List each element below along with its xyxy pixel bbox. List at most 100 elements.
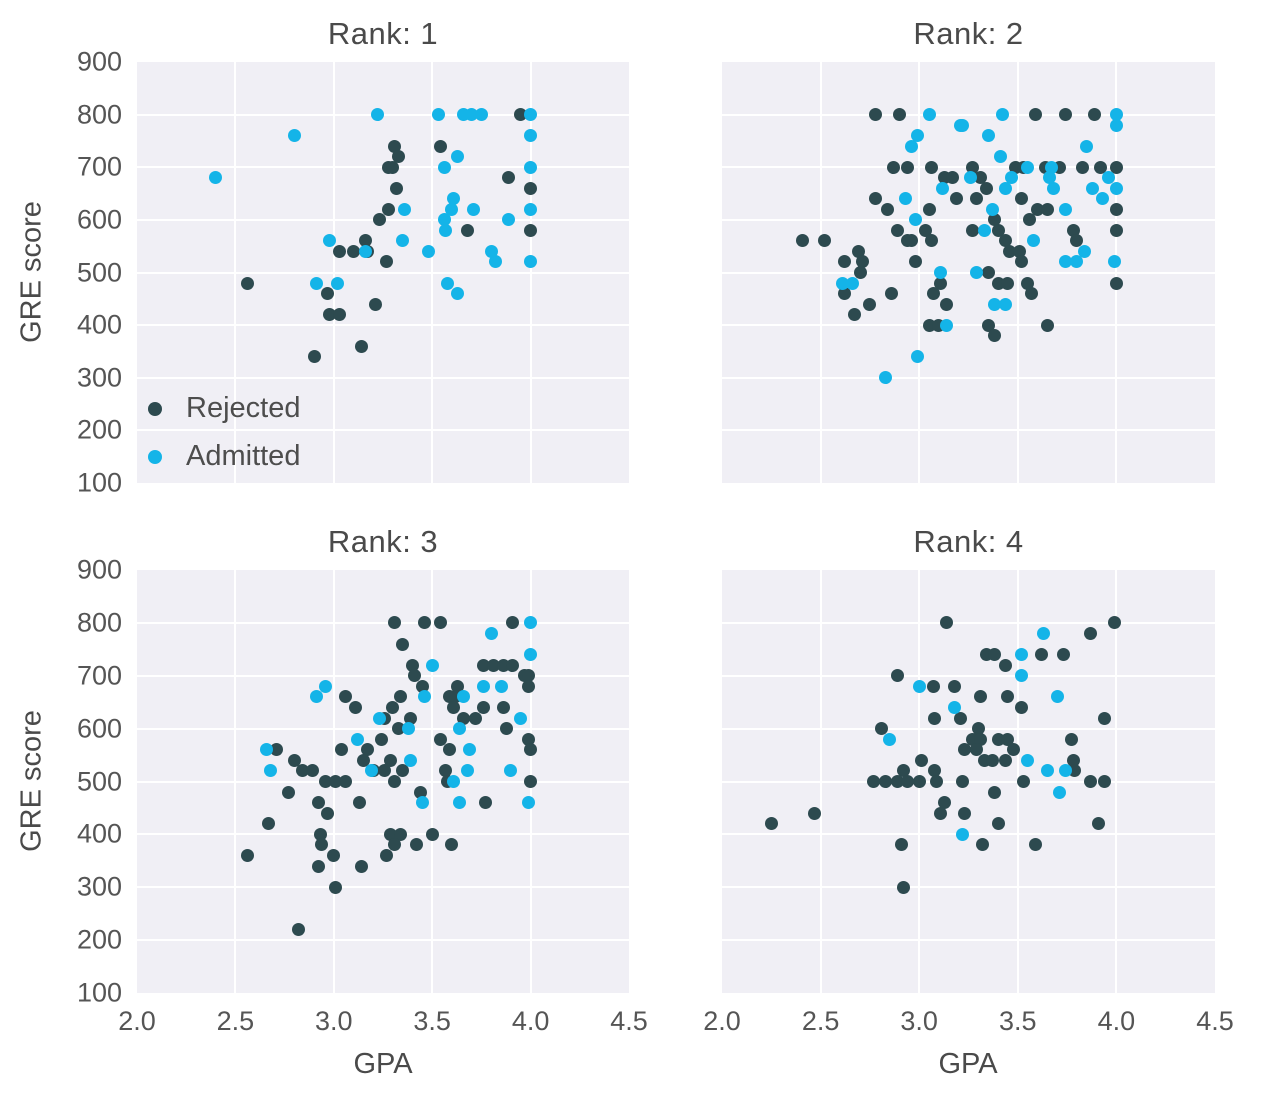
data-point-admitted xyxy=(912,679,926,693)
data-point-rejected xyxy=(999,658,1013,672)
y-tick-label: 500 xyxy=(76,766,122,796)
y-tick-label: 800 xyxy=(76,607,122,638)
y-tick-label: 800 xyxy=(76,99,122,130)
x-tick-label: 4.0 xyxy=(511,1006,550,1036)
data-point-rejected xyxy=(339,775,353,788)
data-point-rejected xyxy=(969,743,983,757)
data-point-rejected xyxy=(1107,616,1121,630)
data-point-rejected xyxy=(818,234,832,248)
data-point-rejected xyxy=(409,838,423,852)
panel-title-rank-3: Rank: 3 xyxy=(327,524,439,559)
data-point-admitted xyxy=(431,108,445,122)
data-point-rejected xyxy=(378,764,392,778)
data-point-rejected xyxy=(1109,202,1123,216)
data-point-rejected xyxy=(468,711,482,725)
data-point-rejected xyxy=(522,732,536,746)
y-tick-label: 100 xyxy=(76,977,122,1008)
data-point-rejected xyxy=(999,234,1013,248)
data-point-admitted xyxy=(898,192,912,206)
data-point-admitted xyxy=(956,827,970,841)
y-tick-label: 100 xyxy=(76,467,122,498)
data-point-rejected xyxy=(975,838,989,852)
panel-title-rank-2: Rank: 2 xyxy=(913,16,1024,51)
data-point-rejected xyxy=(879,775,893,788)
gridline-horizontal xyxy=(722,727,1215,730)
data-point-rejected xyxy=(1092,817,1106,831)
data-point-rejected xyxy=(354,339,368,353)
data-point-rejected xyxy=(918,223,932,237)
scatter-panel-rank-3 xyxy=(137,570,629,993)
data-point-rejected xyxy=(335,743,349,757)
data-point-rejected xyxy=(333,308,347,322)
data-point-rejected xyxy=(388,775,402,788)
data-point-rejected xyxy=(394,827,408,841)
data-point-admitted xyxy=(319,679,333,693)
data-point-rejected xyxy=(912,775,926,788)
gridline-horizontal xyxy=(137,621,629,624)
data-point-rejected xyxy=(1066,753,1080,767)
data-point-rejected xyxy=(333,244,347,258)
gridline-horizontal xyxy=(722,674,1215,677)
panel-title-rank-4: Rank: 4 xyxy=(913,524,1024,559)
data-point-admitted xyxy=(1086,181,1100,195)
data-point-admitted xyxy=(309,690,323,704)
data-point-rejected xyxy=(346,244,360,258)
data-point-admitted xyxy=(936,181,950,195)
data-point-rejected xyxy=(965,223,979,237)
data-point-rejected xyxy=(928,764,942,778)
data-point-rejected xyxy=(486,658,500,672)
data-point-rejected xyxy=(855,255,869,269)
data-point-admitted xyxy=(504,764,518,778)
data-point-rejected xyxy=(881,202,895,216)
data-point-rejected xyxy=(1025,287,1039,301)
gridline-horizontal xyxy=(722,939,1215,942)
data-point-admitted xyxy=(370,108,384,122)
x-tick-label: 4.0 xyxy=(1097,1006,1136,1036)
gridline-horizontal xyxy=(137,886,629,889)
data-point-rejected xyxy=(934,276,948,290)
y-tick-label: 400 xyxy=(76,309,122,340)
data-point-admitted xyxy=(474,108,488,122)
data-point-rejected xyxy=(930,775,944,788)
admitted-legend-marker-icon xyxy=(148,449,162,464)
data-point-rejected xyxy=(991,817,1005,831)
data-point-rejected xyxy=(1076,160,1090,174)
data-point-admitted xyxy=(398,202,412,216)
data-point-rejected xyxy=(973,690,987,704)
data-point-rejected xyxy=(979,181,993,195)
data-point-admitted xyxy=(1046,181,1060,195)
x-tick-label: 2.0 xyxy=(703,1006,741,1036)
data-point-admitted xyxy=(494,679,508,693)
data-point-rejected xyxy=(524,775,538,788)
data-point-admitted xyxy=(956,118,970,132)
data-point-admitted xyxy=(209,171,223,185)
data-point-rejected xyxy=(887,160,901,174)
y-tick-label: 700 xyxy=(76,151,122,182)
y-tick-label: 300 xyxy=(76,871,122,902)
data-point-rejected xyxy=(946,171,960,185)
data-point-rejected xyxy=(392,722,406,736)
data-point-rejected xyxy=(433,139,447,153)
data-point-rejected xyxy=(502,171,516,185)
data-point-admitted xyxy=(1070,255,1084,269)
gridline-horizontal xyxy=(137,271,629,274)
data-point-rejected xyxy=(352,796,366,810)
data-point-rejected xyxy=(999,753,1013,767)
x-axis-label-left: GPA xyxy=(353,1048,413,1080)
data-point-admitted xyxy=(1042,171,1056,185)
data-point-rejected xyxy=(922,318,936,332)
data-point-rejected xyxy=(926,287,940,301)
data-point-rejected xyxy=(348,700,362,714)
data-point-admitted xyxy=(963,171,977,185)
data-point-admitted xyxy=(1096,192,1110,206)
data-point-rejected xyxy=(764,817,778,831)
data-point-rejected xyxy=(415,679,429,693)
scatter-panel-rank-1 xyxy=(137,62,629,483)
data-point-admitted xyxy=(437,160,451,174)
data-point-rejected xyxy=(896,880,910,894)
data-point-rejected xyxy=(1001,690,1015,704)
data-point-rejected xyxy=(476,700,490,714)
data-point-rejected xyxy=(1094,160,1108,174)
x-tick-label: 4.5 xyxy=(1196,1006,1234,1036)
data-point-rejected xyxy=(524,223,538,237)
